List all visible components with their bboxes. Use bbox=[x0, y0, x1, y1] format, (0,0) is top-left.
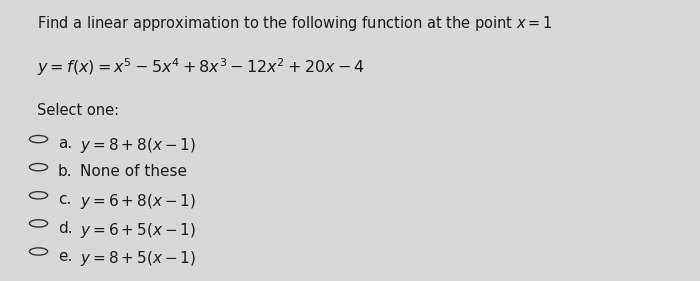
Text: e.: e. bbox=[58, 249, 73, 264]
Text: Select one:: Select one: bbox=[37, 103, 119, 117]
Text: a.: a. bbox=[58, 136, 72, 151]
Text: d.: d. bbox=[58, 221, 73, 235]
Text: $y = 8 + 5(x - 1)$: $y = 8 + 5(x - 1)$ bbox=[80, 249, 197, 268]
Text: Find a linear approximation to the following function at the point $x = 1$: Find a linear approximation to the follo… bbox=[37, 14, 553, 33]
Text: b.: b. bbox=[58, 164, 73, 179]
Text: $y = 6 + 5(x - 1)$: $y = 6 + 5(x - 1)$ bbox=[80, 221, 197, 240]
Text: $y = 6 + 8(x - 1)$: $y = 6 + 8(x - 1)$ bbox=[80, 192, 197, 212]
Text: $y = 8 + 8(x - 1)$: $y = 8 + 8(x - 1)$ bbox=[80, 136, 197, 155]
Text: $y = f(x) = x^5 - 5x^4 + 8x^3 - 12x^2 + 20x - 4$: $y = f(x) = x^5 - 5x^4 + 8x^3 - 12x^2 + … bbox=[37, 56, 365, 78]
Text: c.: c. bbox=[58, 192, 71, 207]
Text: None of these: None of these bbox=[80, 164, 188, 179]
